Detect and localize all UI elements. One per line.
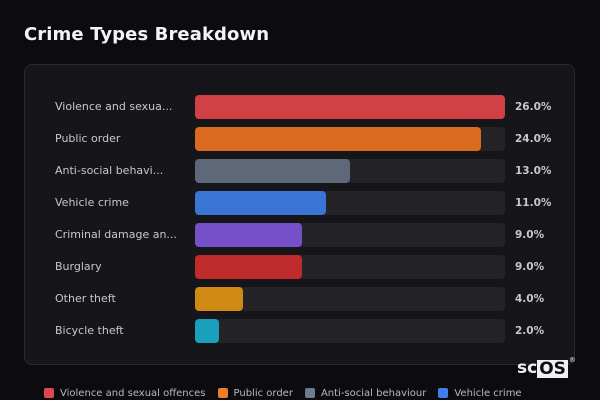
bar-label: Other theft [55,292,116,305]
bar-track [195,255,505,279]
legend-item[interactable]: Anti-social behaviour [304,387,427,399]
bar-label: Anti-social behavi... [55,164,164,177]
legend-item[interactable]: Violence and sexual offences [44,388,206,399]
legend-label: Vehicle crime [454,387,522,399]
bar-row[interactable]: Criminal damage an... 9.0% [25,223,574,247]
bar-row[interactable]: Bicycle theft 2.0% [25,319,574,343]
bar-track [195,159,505,183]
bar-row[interactable]: Public order 24.0% [25,127,574,151]
bar-fill[interactable] [195,191,327,215]
bar-fill[interactable] [195,287,243,311]
bar-fill[interactable] [195,159,350,183]
bar-label: Criminal damage an... [55,228,177,241]
logo-text-sc: sc [517,358,538,378]
bar-fill[interactable] [195,223,303,247]
legend-swatch-icon [44,388,54,398]
bar-label: Public order [55,132,121,145]
legend-item[interactable]: Public order [217,387,293,399]
bar-track [195,127,505,151]
bar-track [195,223,505,247]
registered-mark: ® [568,356,576,364]
bar-track [195,319,505,343]
bar-label: Violence and sexua... [55,100,173,113]
legend-label: Violence and sexual offences [60,387,206,399]
legend-label: Anti-social behaviour [320,387,427,399]
bar-track [195,95,505,119]
bar-value: 13.0% [515,165,552,177]
bar-value: 9.0% [515,229,545,241]
bar-value: 9.0% [515,261,545,273]
logo-text-os: OS [537,359,568,379]
chart-card: Violence and sexua... 26.0% Public order 24… [24,64,575,365]
bar-value: 4.0% [515,293,545,305]
scos-logo: sc OS ® [517,356,576,379]
bar-fill[interactable] [195,95,505,119]
bar-label: Bicycle theft [55,324,124,337]
bar-row[interactable]: Vehicle crime 11.0% [25,191,574,215]
legend-item[interactable]: Vehicle crime [438,387,522,399]
bar-row[interactable]: Anti-social behavi... 13.0% [25,159,574,183]
bar-fill[interactable] [195,319,219,343]
legend-swatch-icon [438,388,449,398]
chart-title: Crime Types Breakdown [24,24,270,45]
bar-fill[interactable] [195,127,482,151]
bar-value: 2.0% [515,325,545,337]
legend-label: Public order [233,387,293,399]
bar-track [195,287,505,311]
bar-row[interactable]: Other theft 4.0% [25,287,574,311]
bar-row[interactable]: Violence and sexua... 26.0% [25,95,574,119]
bar-value: 24.0% [515,133,552,145]
bar-track [195,191,505,215]
bar-label: Burglary [55,260,102,273]
bar-value: 11.0% [515,197,552,209]
chart-legend: Violence and sexual offences Public order… [44,386,522,400]
legend-swatch-icon [304,388,315,398]
bar-value: 26.0% [515,101,552,113]
legend-swatch-icon [217,388,228,398]
bar-row[interactable]: Burglary 9.0% [25,255,574,279]
bar-label: Vehicle crime [55,196,129,209]
bar-fill[interactable] [195,255,303,279]
